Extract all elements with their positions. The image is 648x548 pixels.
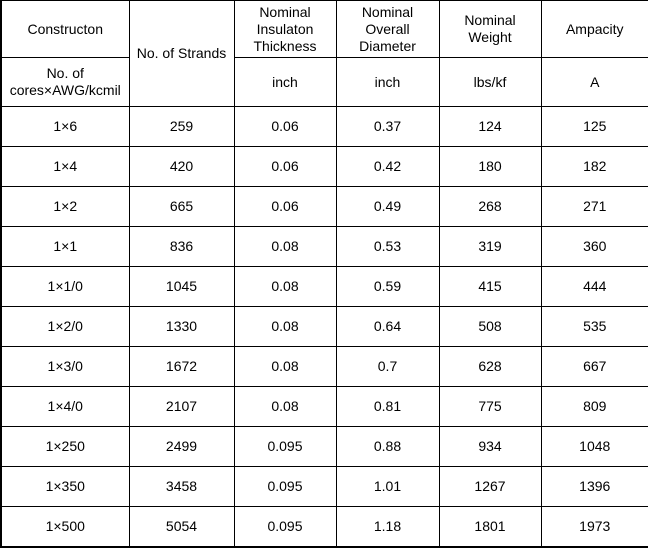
table-cell: 628 (438, 346, 542, 387)
cell-construction: 1×500 (0, 506, 130, 547)
header-weight: Nominal Weight (438, 0, 542, 58)
table-cell: 0.64 (335, 306, 440, 347)
table-row: 1×1/0 1045 0.08 0.59 415 444 (0, 266, 648, 307)
table-row: 1×2/0 1330 0.08 0.64 508 535 (0, 306, 648, 347)
table-cell: 1973 (540, 506, 648, 547)
table-cell: 420 (128, 146, 235, 187)
table-cell: 667 (540, 346, 648, 387)
table-cell: 508 (438, 306, 542, 347)
table-cell: 665 (128, 186, 235, 227)
table-cell: 2499 (128, 426, 235, 467)
cell-construction: 1×1 (0, 226, 130, 267)
table-cell: 360 (540, 226, 648, 267)
table-row: 1×4/0 2107 0.08 0.81 775 809 (0, 386, 648, 427)
table-cell: 3458 (128, 466, 235, 507)
table-cell: 1672 (128, 346, 235, 387)
unit-weight: lbs/kf (438, 57, 542, 107)
table-cell: 0.88 (335, 426, 440, 467)
table-cell: 5054 (128, 506, 235, 547)
table-cell: 0.08 (233, 386, 337, 427)
table-cell: 1.01 (335, 466, 440, 507)
header-strands: No. of Strands (128, 0, 235, 107)
table-cell: 0.59 (335, 266, 440, 307)
table-cell: 0.7 (335, 346, 440, 387)
unit-ampacity: A (540, 57, 648, 107)
table-cell: 1048 (540, 426, 648, 467)
cell-construction: 1×4 (0, 146, 130, 187)
table-row: 1×350 3458 0.095 1.01 1267 1396 (0, 466, 648, 507)
table-cell: 0.81 (335, 386, 440, 427)
table-cell: 259 (128, 106, 235, 147)
table-cell: 0.49 (335, 186, 440, 227)
unit-insulation: inch (233, 57, 337, 107)
table-cell: 0.095 (233, 426, 337, 467)
header-row-units: No. of cores×AWG/kcmil inch inch lbs/kf … (0, 57, 648, 107)
table-cell: 2107 (128, 386, 235, 427)
table-row: 1×4 420 0.06 0.42 180 182 (0, 146, 648, 187)
table-cell: 0.08 (233, 306, 337, 347)
table-cell: 0.42 (335, 146, 440, 187)
table-cell: 271 (540, 186, 648, 227)
table-cell: 934 (438, 426, 542, 467)
table-body: 1×6 259 0.06 0.37 124 125 1×4 420 0.06 0.42 180 182… (0, 106, 648, 547)
header-construction-sub: No. of cores×AWG/kcmil (0, 57, 130, 107)
cell-construction: 1×250 (0, 426, 130, 467)
table-cell: 125 (540, 106, 648, 147)
unit-diameter: inch (335, 57, 440, 107)
table-cell: 535 (540, 306, 648, 347)
table-cell: 0.08 (233, 266, 337, 307)
table-cell: 415 (438, 266, 542, 307)
table-row: 1×250 2499 0.095 0.88 934 1048 (0, 426, 648, 467)
table-cell: 0.37 (335, 106, 440, 147)
table-cell: 0.06 (233, 146, 337, 187)
table-row: 1×2 665 0.06 0.49 268 271 (0, 186, 648, 227)
table-cell: 0.06 (233, 186, 337, 227)
header-ampacity: Ampacity (540, 0, 648, 58)
table-cell: 1267 (438, 466, 542, 507)
table-cell: 1045 (128, 266, 235, 307)
header-overall-diameter: Nominal Overall Diameter (335, 0, 440, 58)
table-cell: 1330 (128, 306, 235, 347)
table-cell: 0.095 (233, 466, 337, 507)
cell-construction: 1×2/0 (0, 306, 130, 347)
table-cell: 809 (540, 386, 648, 427)
table-row: 1×500 5054 0.095 1.18 1801 1973 (0, 506, 648, 547)
table-row: 1×1 836 0.08 0.53 319 360 (0, 226, 648, 267)
table-header: Constructon No. of Strands Nominal Insul… (0, 0, 648, 107)
table-cell: 0.08 (233, 226, 337, 267)
table-row: 1×3/0 1672 0.08 0.7 628 667 (0, 346, 648, 387)
table-cell: 0.08 (233, 346, 337, 387)
table-cell: 180 (438, 146, 542, 187)
header-row-titles: Constructon No. of Strands Nominal Insul… (0, 0, 648, 107)
cell-construction: 1×1/0 (0, 266, 130, 307)
header-construction: Constructon (0, 0, 130, 58)
table-cell: 0.095 (233, 506, 337, 547)
table-cell: 0.53 (335, 226, 440, 267)
table-cell: 775 (438, 386, 542, 427)
table-cell: 0.06 (233, 106, 337, 147)
table-cell: 124 (438, 106, 542, 147)
table-cell: 182 (540, 146, 648, 187)
table-cell: 836 (128, 226, 235, 267)
cell-construction: 1×350 (0, 466, 130, 507)
table-cell: 268 (438, 186, 542, 227)
table-cell: 1396 (540, 466, 648, 507)
header-insulation-thickness: Nominal Insulaton Thickness (233, 0, 337, 58)
table-cell: 444 (540, 266, 648, 307)
cell-construction: 1×3/0 (0, 346, 130, 387)
table-cell: 1801 (438, 506, 542, 547)
cell-construction: 1×2 (0, 186, 130, 227)
cell-construction: 1×4/0 (0, 386, 130, 427)
table-cell: 319 (438, 226, 542, 267)
table-cell: 1.18 (335, 506, 440, 547)
table-row: 1×6 259 0.06 0.37 124 125 (0, 106, 648, 147)
cell-construction: 1×6 (0, 106, 130, 147)
